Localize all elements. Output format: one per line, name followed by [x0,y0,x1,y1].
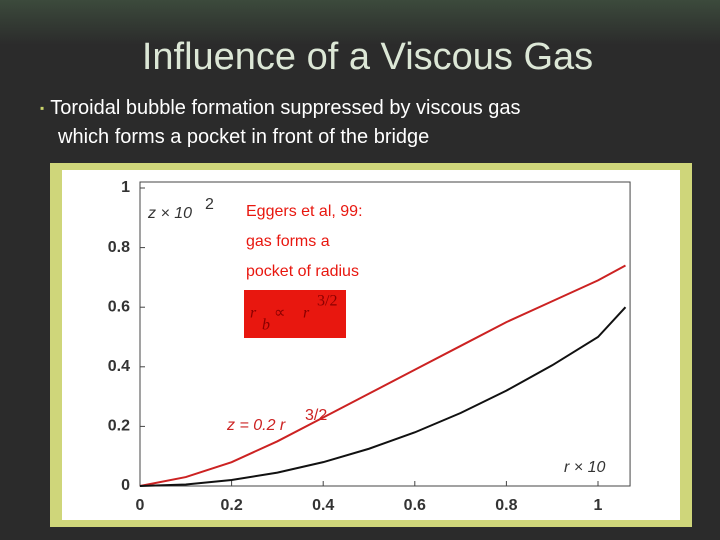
formula-subscript: b [262,317,270,334]
slide-title: Influence of a Viscous Gas [141,36,594,78]
x-axis-label: r × 10 [564,459,605,476]
x-tick-label: 0.4 [312,497,334,514]
plot-frame [139,181,631,487]
y-tick-label: 0.6 [108,298,130,315]
y-tick-label: 0.8 [108,239,130,256]
x-tick-label: 1 [594,497,603,514]
bullet-line: Toroidal bubble formation suppressed by … [40,94,520,123]
y-axis-label-exponent: 2 [205,196,214,213]
x-tick-label: 0.8 [495,497,517,514]
formula-rhs: r [303,305,310,322]
series-line [139,306,627,487]
formula-relation: ∝ [274,305,285,322]
formula-base: r [250,305,257,322]
y-tick-label: 0.4 [108,358,130,375]
bullet: Toroidal bubble formation suppressed by … [40,94,520,152]
x-tick-label: 0.6 [404,497,426,514]
y-tick-label: 1 [121,179,130,196]
bullet-line: which forms a pocket in front of the bri… [58,126,430,149]
formula-box [244,290,346,338]
annotation: Eggers et al, 99: [246,203,363,220]
curve-label: z = 0.2 r [226,417,286,434]
x-tick-label: 0.2 [220,497,242,514]
curve-label-exponent: 3/2 [305,407,327,424]
y-axis-label: z × 10 [147,205,192,222]
series-line [139,264,626,487]
annotation: pocket of radius [246,263,359,280]
annotation: gas forms a [246,233,330,250]
y-tick-label: 0 [121,477,130,494]
x-tick-label: 0 [136,497,145,514]
formula-exponent: 3/2 [317,293,337,310]
y-tick-label: 0.2 [108,418,130,435]
chart-background [62,170,680,520]
